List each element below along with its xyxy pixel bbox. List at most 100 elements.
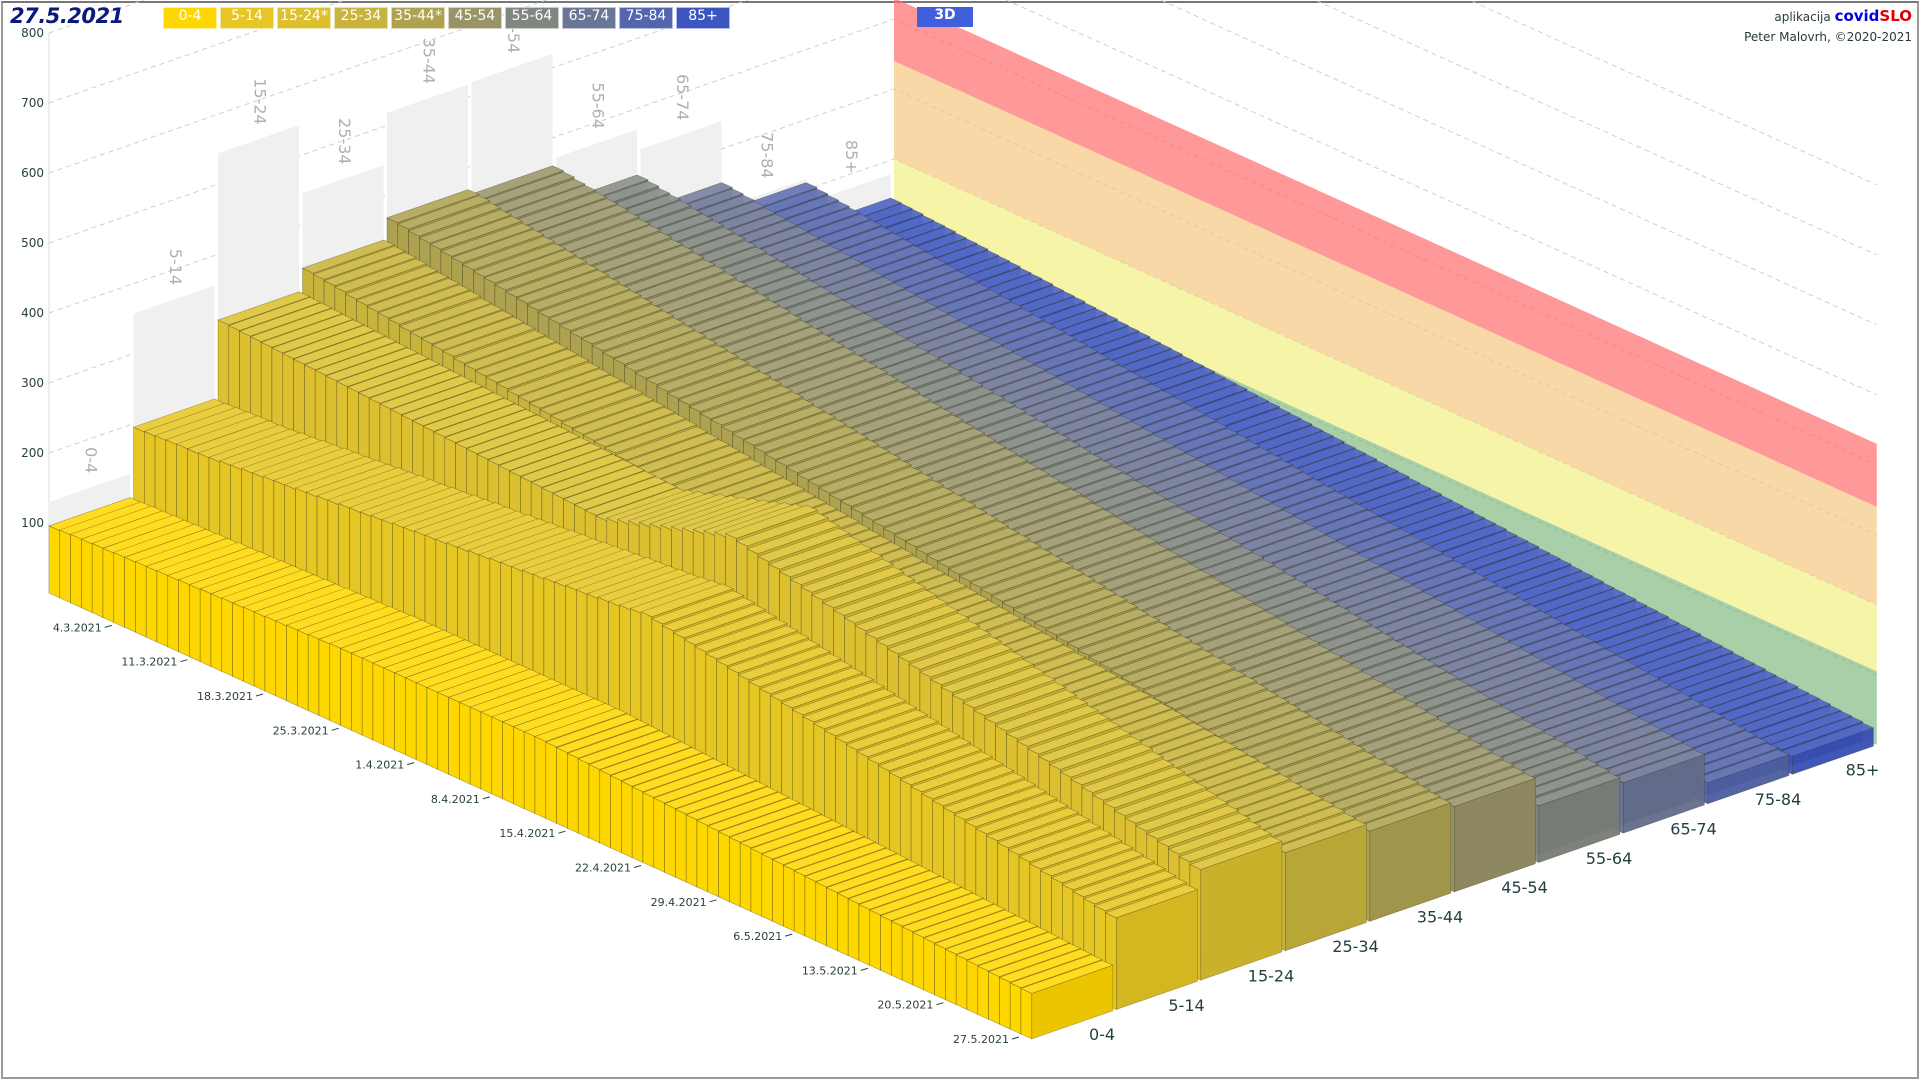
bar-front-face bbox=[286, 624, 298, 707]
bar-front-face bbox=[221, 597, 233, 677]
bar-front-face bbox=[405, 677, 417, 761]
legend-item-55-64[interactable]: 55-64 bbox=[505, 7, 559, 29]
age-group-legend: 0-4 5-14 15-24* 25-34 35-44* 45-54 55-64 65-74 7… bbox=[163, 7, 730, 29]
bar-front-face bbox=[761, 853, 773, 922]
threshold-band bbox=[894, 159, 1877, 672]
bar-front-face bbox=[70, 533, 82, 609]
y-tick-label: 100 bbox=[21, 516, 44, 530]
date-tick bbox=[331, 727, 339, 731]
bar-front-face bbox=[923, 937, 935, 996]
bar-front-face bbox=[91, 542, 104, 618]
bar-front-face bbox=[48, 525, 61, 599]
bar-front-face bbox=[59, 529, 71, 604]
bar-front-face bbox=[394, 672, 406, 756]
legend-item-25-34[interactable]: 25-34 bbox=[334, 7, 388, 29]
bar-front-face bbox=[675, 808, 687, 883]
y-tick-label: 200 bbox=[21, 446, 44, 460]
legend-item-5-14[interactable]: 5-14 bbox=[220, 7, 274, 29]
bar-front-face bbox=[750, 848, 763, 917]
bar-front-face bbox=[739, 842, 752, 912]
gridline bbox=[48, 0, 1878, 326]
bar-front-face bbox=[847, 898, 860, 961]
bar-front-face bbox=[891, 920, 903, 981]
toggle-3d-button[interactable]: 3D bbox=[917, 7, 973, 27]
bar-front-face bbox=[977, 965, 989, 1020]
bar-front-face bbox=[351, 652, 363, 736]
bar-front-face bbox=[556, 747, 568, 829]
bar-front-face bbox=[523, 731, 536, 814]
threshold-band bbox=[894, 0, 1877, 507]
bar-front-face bbox=[718, 831, 730, 903]
bar-front-face bbox=[232, 602, 244, 682]
date-tick bbox=[180, 659, 188, 663]
legend-item-45-54[interactable]: 45-54 bbox=[448, 7, 502, 29]
y-tick-label: 300 bbox=[21, 376, 44, 390]
bar-front-face bbox=[631, 786, 644, 863]
gridline bbox=[48, 0, 1878, 396]
bar-front-face bbox=[642, 792, 655, 868]
age-group-label: 65-74 bbox=[1670, 819, 1717, 838]
backdrop-label: 75-84 bbox=[757, 132, 776, 179]
bar-front-face bbox=[869, 909, 881, 971]
age-group-label: 25-34 bbox=[1332, 937, 1379, 956]
bar-front-face bbox=[707, 825, 719, 898]
app-brand[interactable]: aplikacija covidSLO bbox=[1744, 6, 1912, 27]
legend-item-75-84[interactable]: 75-84 bbox=[619, 7, 673, 29]
date-tick bbox=[255, 693, 264, 697]
legend-item-85[interactable]: 85+ bbox=[676, 7, 730, 29]
bar-front-face bbox=[880, 915, 892, 976]
legend-item-35-44[interactable]: 35-44* bbox=[391, 7, 445, 29]
bar-front-face bbox=[545, 741, 557, 824]
bar-front-face bbox=[199, 588, 212, 667]
bar-front-face bbox=[934, 943, 946, 1001]
brand-slo: SLO bbox=[1879, 7, 1912, 25]
date-tick bbox=[785, 933, 793, 937]
bar-front-face bbox=[999, 976, 1011, 1030]
date-tick bbox=[1011, 1036, 1020, 1040]
bar-front-face bbox=[437, 691, 449, 775]
bar-front-face bbox=[793, 870, 806, 937]
bar-front-face bbox=[318, 638, 331, 721]
legend-item-65-74[interactable]: 65-74 bbox=[562, 7, 616, 29]
backdrop-label: 85+ bbox=[842, 140, 861, 174]
bar-front-face bbox=[772, 859, 784, 927]
date-label: 18.3.2021 bbox=[197, 690, 253, 703]
backdrop-label: 55-64 bbox=[588, 82, 607, 129]
bar-front-face bbox=[729, 836, 741, 908]
date-label: 20.5.2021 bbox=[877, 999, 933, 1012]
legend-item-15-24[interactable]: 15-24* bbox=[277, 7, 331, 29]
bar-front-face bbox=[577, 758, 590, 839]
bar-front-face bbox=[621, 780, 633, 859]
y-tick-label: 400 bbox=[21, 306, 44, 320]
bar-front-face bbox=[415, 682, 428, 765]
date-tick bbox=[709, 899, 717, 903]
age-group-label: 45-54 bbox=[1501, 878, 1548, 897]
author-credit: Peter Malovrh, ©2020-2021 bbox=[1744, 30, 1912, 44]
bar-front-face bbox=[696, 820, 709, 893]
bar-front-face bbox=[307, 633, 320, 716]
bar-front-face bbox=[81, 538, 93, 614]
date-tick bbox=[482, 796, 490, 800]
credits-prefix: aplikacija bbox=[1774, 10, 1831, 24]
gridline bbox=[48, 0, 1878, 186]
y-tick-label: 500 bbox=[21, 236, 44, 250]
date-label: 25.3.2021 bbox=[273, 724, 329, 737]
legend-item-0-4[interactable]: 0-4 bbox=[163, 7, 217, 29]
bar-front-face bbox=[685, 814, 698, 888]
age-group-label: 5-14 bbox=[1168, 996, 1204, 1015]
bar-front-face bbox=[167, 575, 179, 653]
bar-front-face bbox=[513, 726, 525, 810]
bar-front-face bbox=[480, 711, 493, 795]
backdrop-label: 25-34 bbox=[335, 118, 354, 165]
bar-front-face bbox=[826, 887, 838, 952]
bar-front-face bbox=[567, 752, 579, 834]
bar-front-face bbox=[599, 769, 611, 849]
age-group-label: 85+ bbox=[1846, 761, 1880, 780]
bar-front-face bbox=[837, 892, 849, 957]
date-label: 15.4.2021 bbox=[499, 827, 555, 840]
bar-front-face bbox=[426, 687, 439, 770]
bar-front-face bbox=[210, 593, 223, 672]
backdrop-label: 15-24 bbox=[250, 78, 269, 125]
